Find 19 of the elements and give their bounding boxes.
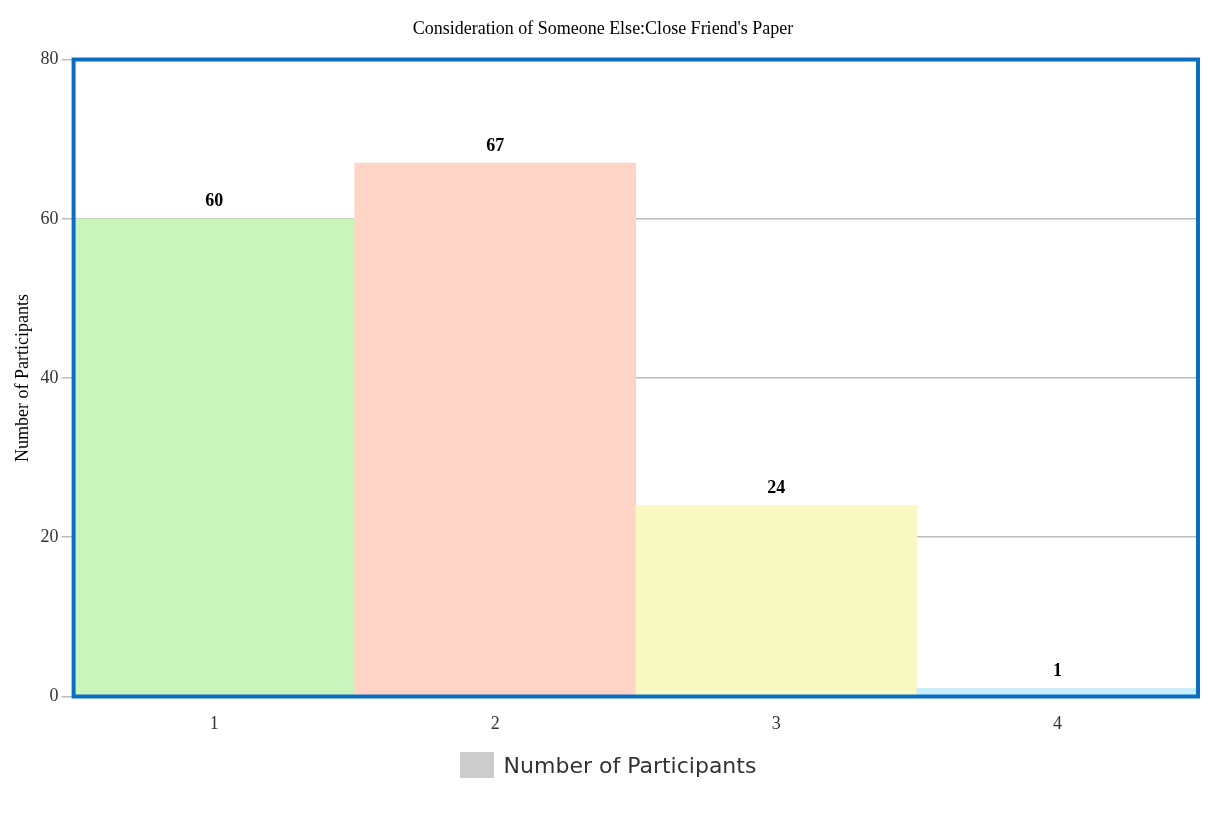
y-tick-label: 0: [49, 685, 59, 706]
bar: [73, 218, 356, 696]
data-label: 67: [486, 134, 505, 155]
x-tick-label: 4: [1052, 712, 1062, 733]
data-label: 24: [767, 477, 786, 498]
x-tick-label: 1: [209, 712, 219, 733]
x-tick-label: 3: [771, 712, 781, 733]
text: Number of Participants: [503, 752, 757, 778]
y-tick-label: 80: [40, 48, 59, 69]
bar: [635, 505, 918, 696]
bar: [354, 162, 637, 696]
chart-title: Consideration of Someone Else:Close Friend's Paper: [412, 17, 794, 38]
y-tick-label: 40: [40, 366, 59, 387]
x-tick-label: 2: [490, 712, 500, 733]
data-label: 60: [205, 190, 224, 211]
y-tick-label: 60: [40, 207, 59, 228]
y-tick-label: 20: [40, 525, 59, 546]
y-axis-title: Number of Participants: [11, 294, 32, 462]
data-label: 1: [1052, 660, 1062, 681]
